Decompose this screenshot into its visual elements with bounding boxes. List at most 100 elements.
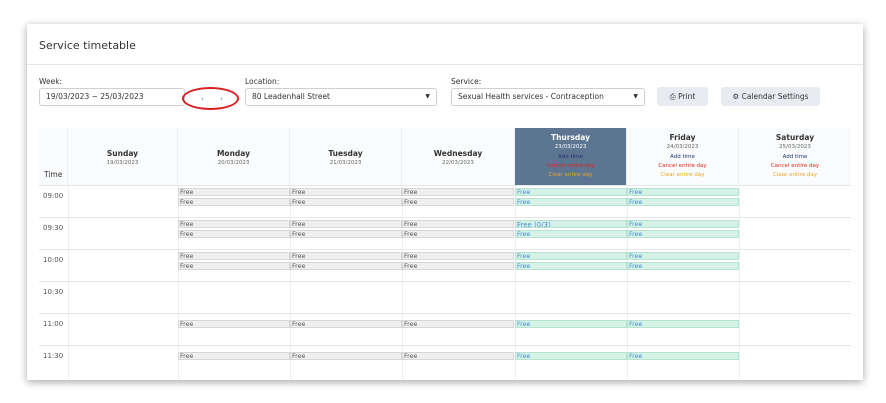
time-label: 09:30 (43, 224, 64, 232)
time-slot[interactable]: Free (290, 220, 402, 228)
column-divider (515, 185, 516, 380)
time-slot[interactable]: Free (627, 252, 739, 260)
time-slot[interactable]: Free (402, 198, 514, 206)
clear-day-link[interactable]: Clear entire day (548, 172, 593, 178)
cancel-day-link[interactable]: Cancel entire day (770, 163, 820, 169)
time-slot[interactable]: Free (178, 320, 290, 328)
time-slot[interactable]: Free (178, 198, 290, 206)
time-label: 11:00 (43, 320, 64, 328)
day-header-wednesday: Wednesday 22/03/2023 (402, 128, 515, 185)
add-time-link[interactable]: Add time (670, 154, 695, 160)
time-slot[interactable]: Free (178, 262, 290, 270)
day-date: 25/03/2023 (779, 144, 811, 150)
time-slot[interactable]: Free (402, 188, 514, 196)
time-slot[interactable]: Free (402, 262, 514, 270)
time-slot[interactable]: Free (627, 320, 739, 328)
column-divider (627, 185, 628, 380)
time-slot[interactable]: Free (515, 252, 627, 260)
time-slot[interactable]: Free (515, 188, 627, 196)
day-date: 19/03/2023 (106, 160, 139, 166)
caret-down-icon: ▼ (633, 93, 638, 100)
row-divider (39, 345, 851, 346)
time-slot[interactable]: Free (627, 262, 739, 270)
time-slot[interactable]: Free (402, 220, 514, 228)
service-select[interactable]: Sexual Health services - Contraception ▼ (451, 88, 645, 106)
location-label: Location: (245, 77, 280, 86)
title-divider (27, 64, 863, 65)
time-slot[interactable]: Free (515, 198, 627, 206)
day-name: Friday (669, 133, 696, 142)
time-slot[interactable]: Free (402, 352, 514, 360)
column-divider (739, 185, 740, 380)
prev-week-button[interactable]: ‹ (201, 95, 204, 103)
service-value: Sexual Health services - Contraception (458, 92, 604, 101)
time-slot[interactable]: Free (0/3) (515, 220, 627, 228)
time-slot[interactable]: Free (627, 352, 739, 360)
calendar-settings-button[interactable]: ⚙ Calendar Settings (721, 87, 820, 106)
gears-icon: ⚙ (732, 92, 740, 101)
time-slot[interactable]: Free (515, 230, 627, 238)
add-time-link[interactable]: Add time (782, 154, 808, 160)
print-label: Print (678, 92, 696, 101)
clear-day-link[interactable]: Clear entire day (660, 172, 705, 178)
week-field[interactable]: 19/03/2023 ~ 25/03/2023 (39, 88, 185, 106)
time-slot[interactable]: Free (515, 262, 627, 270)
time-header-label: Time (44, 170, 63, 179)
time-slot[interactable]: Free (515, 352, 627, 360)
column-divider (290, 185, 291, 380)
time-label: 09:00 (43, 192, 64, 200)
day-name: Saturday (775, 133, 815, 142)
clear-day-link[interactable]: Clear entire day (772, 172, 818, 178)
cancel-day-link[interactable]: Cancel entire day (658, 163, 707, 169)
cancel-day-link[interactable]: Cancel entire day (546, 163, 595, 169)
time-slot[interactable]: Free (178, 188, 290, 196)
time-slot[interactable]: Free (515, 320, 627, 328)
day-name: Monday (216, 149, 251, 158)
time-slot[interactable]: Free (290, 198, 402, 206)
time-slot[interactable]: Free (402, 230, 514, 238)
time-slot[interactable]: Free (402, 320, 514, 328)
time-slot[interactable]: Free (402, 252, 514, 260)
row-divider (39, 249, 851, 250)
location-select[interactable]: 80 Leadenhall Street ▼ (245, 88, 437, 106)
time-label: 11:30 (43, 352, 64, 360)
page-title: Service timetable (39, 39, 136, 52)
day-date: 21/03/2023 (329, 160, 362, 166)
time-slot[interactable]: Free (290, 320, 402, 328)
time-header: Time (39, 128, 68, 185)
time-label: 10:00 (43, 256, 64, 264)
week-nav-highlight: ‹ › (182, 87, 239, 110)
location-value: 80 Leadenhall Street (252, 92, 331, 101)
calendar-settings-label: Calendar Settings (741, 92, 809, 101)
timetable-card: Service timetable Week: 19/03/2023 ~ 25/… (27, 24, 863, 380)
day-name: Tuesday (328, 149, 363, 158)
time-slot[interactable]: Free (178, 220, 290, 228)
column-divider (402, 185, 403, 380)
day-name: Thursday (550, 133, 591, 142)
print-button[interactable]: ⎙ Print (657, 87, 708, 106)
column-divider (68, 185, 69, 380)
time-slot[interactable]: Free (290, 262, 402, 270)
row-divider (39, 281, 851, 282)
time-slot[interactable]: Free (627, 220, 739, 228)
time-slot[interactable]: Free (290, 188, 402, 196)
time-slot[interactable]: Free (178, 252, 290, 260)
next-week-button[interactable]: › (220, 95, 223, 103)
day-name: Wednesday (433, 149, 483, 158)
day-date: 22/03/2023 (442, 160, 474, 166)
time-slot[interactable]: Free (290, 230, 402, 238)
week-label: Week: (39, 77, 63, 86)
time-slot[interactable]: Free (627, 188, 739, 196)
column-divider (178, 185, 179, 380)
add-time-link[interactable]: Add time (558, 154, 583, 160)
time-slot[interactable]: Free (178, 352, 290, 360)
time-slot[interactable]: Free (290, 352, 402, 360)
day-header-friday: Friday 24/03/2023 Add time Cancel entire… (627, 128, 739, 185)
time-slot[interactable]: Free (178, 230, 290, 238)
time-slot[interactable]: Free (627, 198, 739, 206)
day-header-thursday: Thursday 23/03/2023 Add time Cancel enti… (515, 128, 627, 185)
time-slot[interactable]: Free (290, 252, 402, 260)
day-date: 20/03/2023 (217, 160, 250, 166)
time-slot[interactable]: Free (627, 230, 739, 238)
day-header-monday: Monday 20/03/2023 (178, 128, 290, 185)
